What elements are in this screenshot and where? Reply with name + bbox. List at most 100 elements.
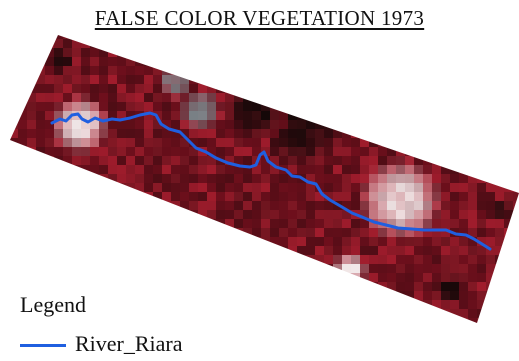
raster-pixel <box>468 219 477 228</box>
raster-pixel <box>504 48 513 57</box>
raster-pixel <box>414 111 423 120</box>
raster-pixel <box>243 35 252 39</box>
raster-pixel <box>432 138 441 147</box>
raster-pixel <box>72 165 81 174</box>
raster-pixel <box>144 228 153 237</box>
raster-pixel <box>360 147 369 156</box>
raster-pixel <box>243 201 252 210</box>
raster-pixel <box>360 228 369 237</box>
raster-pixel <box>216 246 225 255</box>
raster-pixel <box>90 246 99 255</box>
raster-pixel <box>45 48 54 57</box>
raster-pixel <box>261 183 270 192</box>
raster-pixel <box>333 75 342 84</box>
raster-pixel <box>432 66 441 75</box>
raster-pixel <box>468 201 477 210</box>
raster-pixel <box>288 291 297 300</box>
raster-pixel <box>72 228 81 237</box>
raster-pixel <box>414 147 423 156</box>
raster-pixel <box>63 75 72 84</box>
raster-pixel <box>135 237 144 246</box>
raster-pixel <box>360 201 369 210</box>
raster-pixel <box>387 174 396 183</box>
raster-pixel <box>495 156 504 165</box>
raster-pixel <box>162 48 171 57</box>
raster-pixel <box>45 102 54 111</box>
raster-pixel <box>153 291 162 300</box>
raster-pixel <box>513 255 519 264</box>
raster-pixel <box>279 282 288 291</box>
raster-pixel <box>333 57 342 66</box>
raster-pixel <box>198 66 207 75</box>
raster-pixel <box>90 264 99 273</box>
raster-pixel <box>360 156 369 165</box>
raster-pixel <box>261 66 270 75</box>
raster-pixel <box>369 300 378 309</box>
raster-pixel <box>342 192 351 201</box>
raster-pixel <box>270 201 279 210</box>
raster-pixel <box>432 273 441 282</box>
raster-pixel <box>360 309 369 318</box>
raster-pixel <box>10 120 18 129</box>
raster-pixel <box>81 201 90 210</box>
raster-pixel <box>315 309 324 318</box>
raster-pixel <box>270 255 279 264</box>
raster-pixel <box>198 93 207 102</box>
raster-pixel <box>180 264 189 273</box>
raster-pixel <box>252 39 261 48</box>
raster-pixel <box>243 219 252 228</box>
raster-pixel <box>306 138 315 147</box>
raster-pixel <box>387 300 396 309</box>
raster-pixel <box>72 39 81 48</box>
raster-pixel <box>504 138 513 147</box>
raster-pixel <box>153 219 162 228</box>
raster-pixel <box>279 111 288 120</box>
raster-pixel <box>90 102 99 111</box>
raster-pixel <box>189 84 198 93</box>
raster-pixel <box>171 138 180 147</box>
raster-pixel <box>234 282 243 291</box>
raster-pixel <box>99 129 108 138</box>
raster-pixel <box>414 84 423 93</box>
raster-pixel <box>198 264 207 273</box>
raster-pixel <box>315 291 324 300</box>
raster-pixel <box>207 138 216 147</box>
raster-pixel <box>441 327 450 336</box>
raster-pixel <box>225 93 234 102</box>
raster-pixel <box>81 129 90 138</box>
raster-pixel <box>405 93 414 102</box>
raster-pixel <box>477 156 486 165</box>
raster-pixel <box>378 282 387 291</box>
raster-pixel <box>180 255 189 264</box>
raster-pixel <box>369 39 378 48</box>
raster-pixel <box>495 48 504 57</box>
raster-pixel <box>162 93 171 102</box>
raster-pixel <box>414 201 423 210</box>
raster-pixel <box>243 48 252 57</box>
raster-pixel <box>306 210 315 219</box>
raster-pixel <box>99 120 108 129</box>
raster-pixel <box>10 300 18 309</box>
raster-pixel <box>45 174 54 183</box>
raster-pixel <box>315 102 324 111</box>
raster-pixel <box>423 210 432 219</box>
raster-pixel <box>342 57 351 66</box>
raster-pixel <box>0 210 9 219</box>
raster-pixel <box>216 210 225 219</box>
raster-pixel <box>486 39 495 48</box>
raster-pixel <box>234 35 243 39</box>
raster-pixel <box>99 156 108 165</box>
raster-pixel <box>126 300 135 309</box>
raster-pixel <box>306 192 315 201</box>
raster-pixel <box>297 138 306 147</box>
raster-pixel <box>414 66 423 75</box>
raster-pixel <box>369 255 378 264</box>
raster-pixel <box>234 57 243 66</box>
raster-pixel <box>432 228 441 237</box>
raster-pixel <box>369 66 378 75</box>
raster-pixel <box>441 111 450 120</box>
raster-pixel <box>216 66 225 75</box>
raster-pixel <box>297 35 306 39</box>
raster-pixel <box>117 309 126 318</box>
raster-pixel <box>459 246 468 255</box>
